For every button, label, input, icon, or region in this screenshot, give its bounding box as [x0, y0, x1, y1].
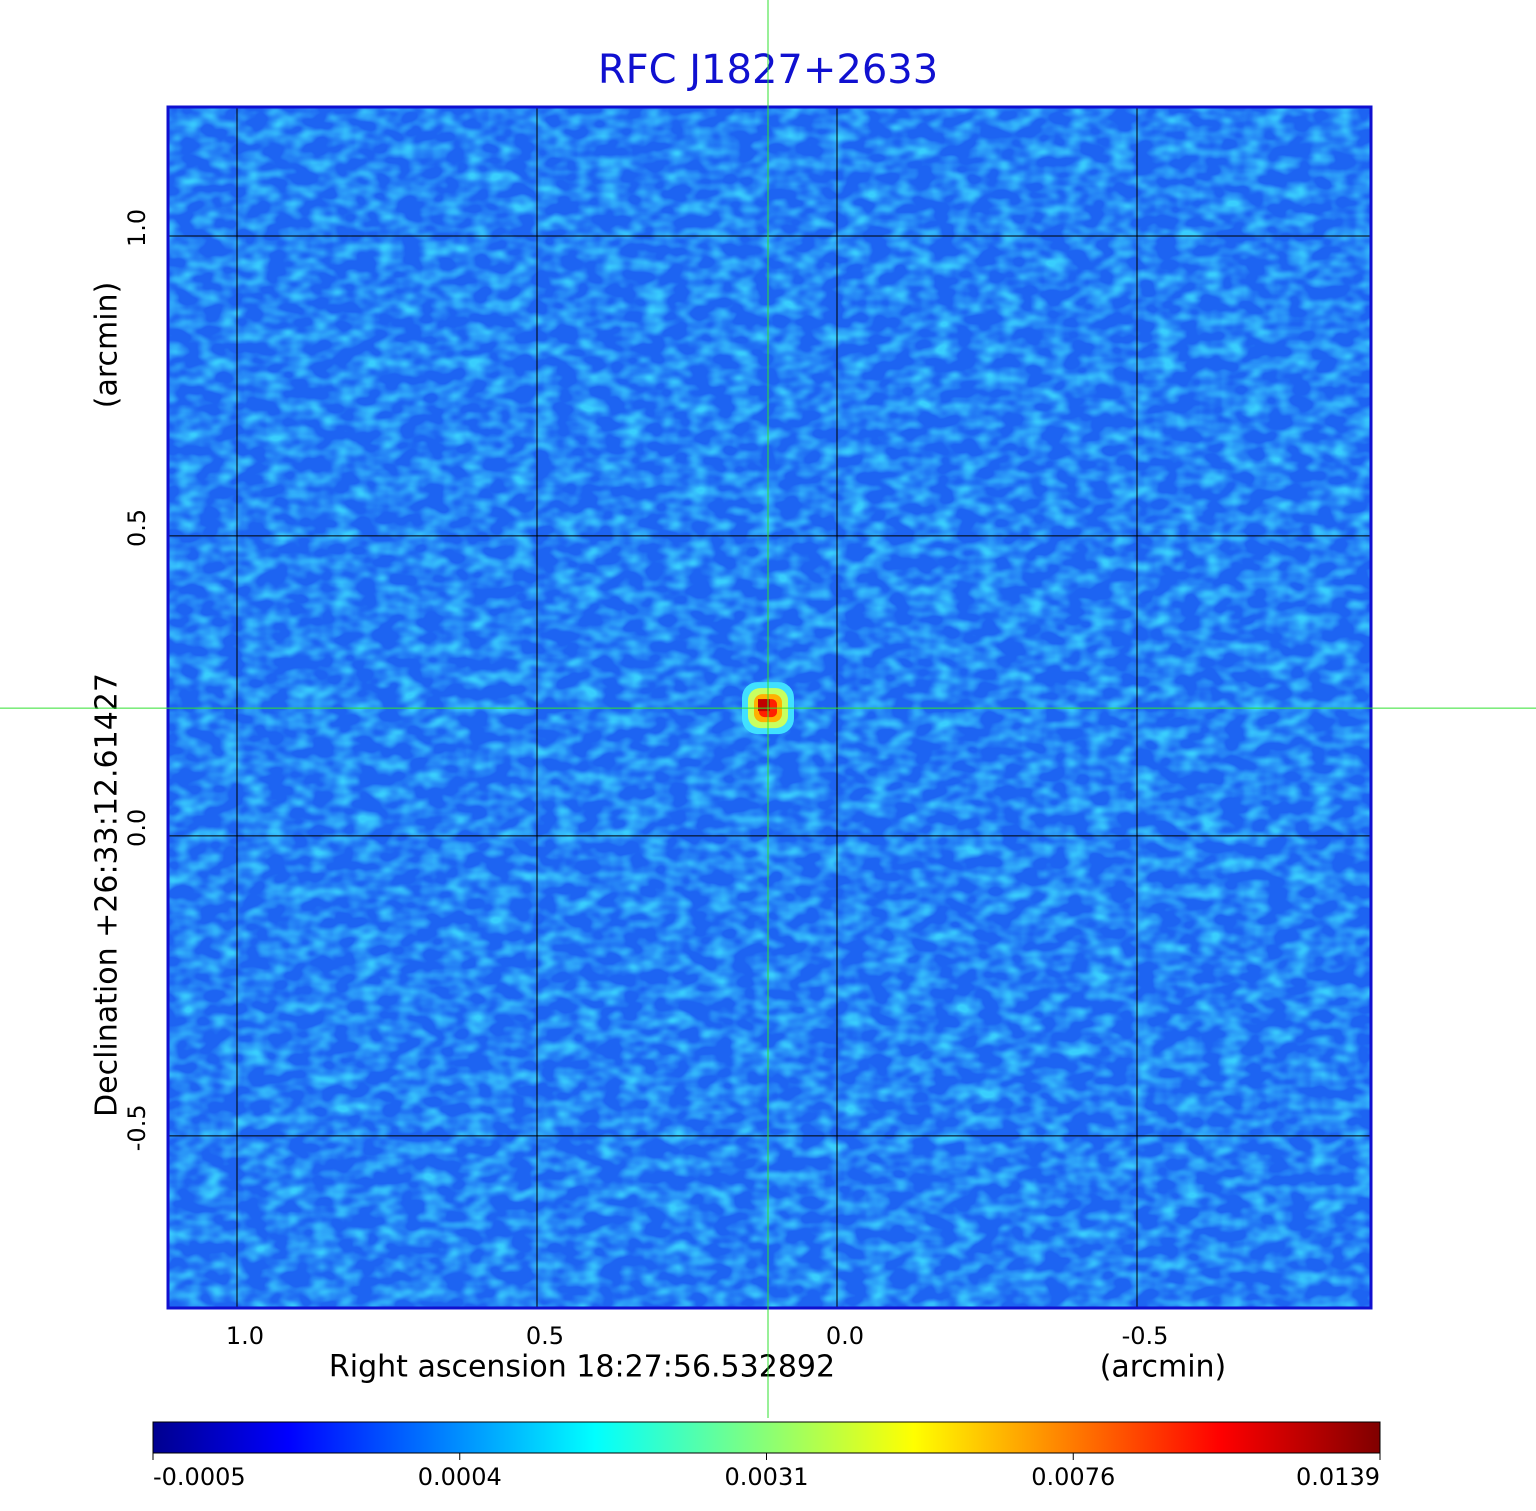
x-tick-label: 0.0	[826, 1322, 864, 1350]
x-axis-unit: (arcmin)	[1100, 1350, 1227, 1385]
y-tick-label: 0.5	[123, 509, 151, 547]
plot-frame	[166, 105, 1373, 1310]
y-tick-label: 1.0	[123, 209, 151, 247]
colorbar-tick-label: 0.0076	[1031, 1463, 1115, 1491]
colorbar-tick-label: -0.0005	[153, 1463, 246, 1491]
y-tick-label: 0.0	[123, 809, 151, 847]
y-tick-label: -0.5	[123, 1104, 151, 1151]
colorbar	[152, 1421, 1381, 1454]
y-axis-label: Declination +26:33:12.61427	[90, 673, 125, 1117]
colorbar-tick-label: 0.0139	[1296, 1463, 1380, 1491]
colorbar-tick-label: 0.0031	[725, 1463, 809, 1491]
x-tick-label: 1.0	[226, 1322, 264, 1350]
x-axis-label: Right ascension 18:27:56.532892	[329, 1350, 835, 1385]
x-tick-label: 0.5	[526, 1322, 564, 1350]
colorbar-tick-label: 0.0004	[418, 1463, 502, 1491]
y-axis-unit: (arcmin)	[90, 282, 125, 409]
x-tick-label: -0.5	[1122, 1322, 1169, 1350]
